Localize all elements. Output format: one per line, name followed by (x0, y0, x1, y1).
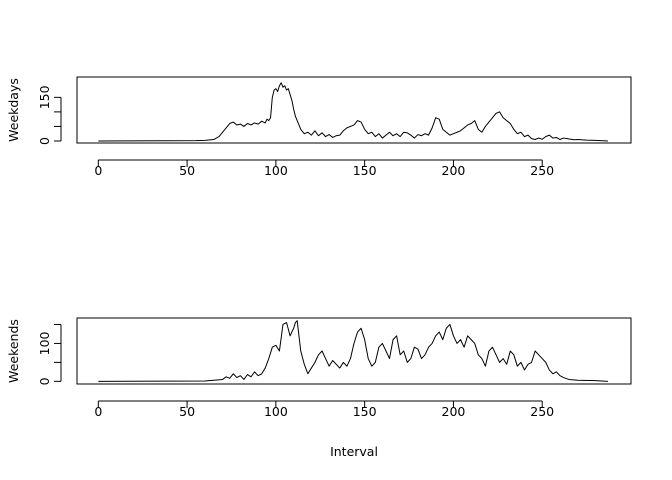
weekdays-panel: 0 50 100 150 200 250 0 150 Weekdays (6, 76, 632, 178)
x-tick-label: 50 (179, 404, 195, 419)
y-tick-label: 100 (37, 331, 52, 355)
x-tick-label: 200 (442, 163, 466, 178)
y-tick-label: 0 (37, 137, 52, 145)
series-line (98, 82, 608, 142)
x-axis-label: Interval (330, 444, 378, 459)
y-axis-label: Weekends (6, 319, 21, 383)
x-tick-label: 150 (353, 404, 377, 419)
weekends-panel: 0 50 100 150 200 250 0 100 Weekends (6, 317, 632, 419)
plot-frame (76, 317, 632, 385)
x-tick-label: 250 (530, 163, 554, 178)
x-tick-label: 250 (530, 404, 554, 419)
y-axis-label: Weekdays (6, 78, 21, 142)
y-tick-label: 150 (37, 85, 52, 109)
plot-frame (76, 76, 632, 144)
x-tick-label: 200 (442, 404, 466, 419)
series-line (98, 320, 608, 382)
x-tick-label: 100 (264, 404, 288, 419)
x-tick-label: 100 (264, 163, 288, 178)
x-tick-label: 150 (353, 163, 377, 178)
x-tick-label: 50 (179, 163, 195, 178)
x-tick-label: 0 (94, 404, 102, 419)
y-tick-label: 0 (37, 377, 52, 385)
x-tick-label: 0 (94, 163, 102, 178)
